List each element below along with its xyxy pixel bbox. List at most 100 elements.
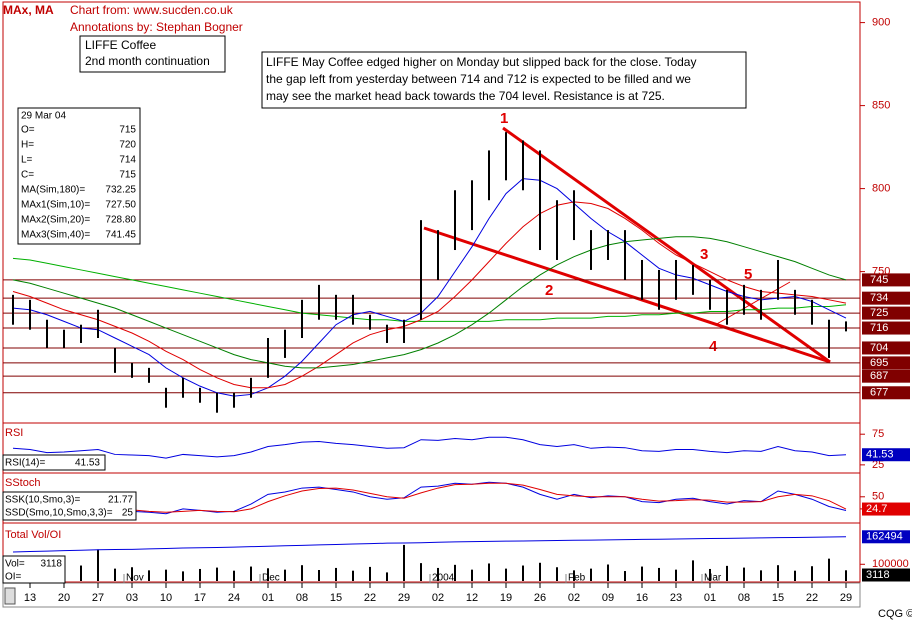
volume-bar <box>182 571 184 581</box>
wave-marker: 1 <box>500 110 508 127</box>
info-value: 715 <box>119 125 136 136</box>
volume-bar <box>743 567 745 581</box>
series-line <box>12 178 847 397</box>
volume-bar <box>233 570 235 581</box>
volume-bar <box>692 560 694 581</box>
panel-title: SStoch <box>5 477 40 489</box>
series-line <box>12 236 847 369</box>
y-tick-label: 850 <box>872 100 890 112</box>
x-tick-label: 26 <box>534 592 546 604</box>
x-tick-label: 29 <box>398 592 410 604</box>
legend-label: RSI(14)= <box>5 458 45 469</box>
level-box <box>862 369 910 383</box>
x-tick-label: 23 <box>670 592 682 604</box>
volume-bar <box>97 549 99 581</box>
volume-bar <box>131 567 133 581</box>
volume-bar <box>624 571 626 581</box>
volume-bar <box>301 565 303 581</box>
volume-bar <box>318 570 320 581</box>
instrument: LIFFE Coffee <box>85 38 156 52</box>
info-label: C= <box>21 170 34 181</box>
x-tick-label: 03 <box>126 592 138 604</box>
volume-bar <box>199 568 201 581</box>
y-tick-label: 800 <box>872 183 890 195</box>
legend-box <box>2 555 66 584</box>
legend-box <box>2 454 106 471</box>
month-label: 2004 <box>432 573 455 584</box>
level-box <box>862 306 910 320</box>
level-label: 687 <box>870 370 888 382</box>
x-tick-label: 08 <box>738 592 750 604</box>
value-box <box>862 448 910 462</box>
legend-label: Vol= <box>5 559 25 570</box>
volume-bar <box>590 568 592 581</box>
comment-line: may see the market head back towards the… <box>266 89 665 103</box>
x-tick-label: 02 <box>568 592 580 604</box>
value-box <box>862 530 910 544</box>
instrument-note: 2nd month continuation <box>85 54 210 68</box>
series-line <box>12 201 847 389</box>
comment-line: LIFFE May Coffee edged higher on Monday … <box>266 55 696 69</box>
y-tick-label: 25 <box>872 459 884 471</box>
value-box <box>862 502 910 516</box>
x-tick-label: 13 <box>24 592 36 604</box>
month-label: Mar <box>704 573 722 584</box>
x-tick-label: 10 <box>160 592 172 604</box>
volume-bar <box>80 565 82 581</box>
level-box <box>862 356 910 370</box>
wave-marker: 4 <box>709 338 718 355</box>
x-tick-label: 01 <box>262 592 274 604</box>
legend-label: OI= <box>5 572 22 583</box>
volume-bar <box>828 558 830 581</box>
volume-bar <box>607 564 609 581</box>
x-tick-label: 20 <box>58 592 70 604</box>
y-tick-label: 900 <box>872 17 890 29</box>
volume-bar <box>675 569 677 581</box>
legend-value: 727.50 <box>105 200 136 211</box>
x-tick-label: 19 <box>500 592 512 604</box>
legend-label: MAx3(Sim,40)= <box>21 230 90 241</box>
wave-marker: 2 <box>545 282 553 299</box>
legend-label: MA(Sim,180)= <box>21 185 85 196</box>
volume-bar <box>709 568 711 581</box>
comment-box <box>261 51 747 109</box>
volume-bar <box>641 566 643 581</box>
x-tick-label: 22 <box>806 592 818 604</box>
x-tick-label: 27 <box>92 592 104 604</box>
level-label: 695 <box>870 357 888 369</box>
volume-bar <box>369 566 371 581</box>
level-label: 677 <box>870 387 888 399</box>
value-box-label: 3118 <box>866 569 890 581</box>
month-label: Nov <box>126 573 144 584</box>
trend-line <box>423 226 831 364</box>
wave-marker: 3 <box>700 246 708 263</box>
trend-line <box>502 126 831 364</box>
volume-bar <box>471 569 473 581</box>
volume-bar <box>420 563 422 581</box>
volume-bar <box>794 570 796 581</box>
legend-box <box>2 491 137 521</box>
volume-bar <box>811 566 813 581</box>
x-tick-label: 08 <box>296 592 308 604</box>
x-tick-label: 12 <box>466 592 478 604</box>
x-axis-strip <box>2 582 861 608</box>
scrollbar[interactable] <box>4 587 16 605</box>
level-box <box>862 273 910 287</box>
info-box <box>17 107 141 245</box>
legend-label: MAx2(Sim,20)= <box>21 215 90 226</box>
legend-value: 25 <box>122 508 134 519</box>
y-tick-label: 100000 <box>872 558 909 570</box>
legend-label: SSD(Smo,10,Smo,3,3)= <box>5 508 113 519</box>
x-tick-label: 29 <box>840 592 852 604</box>
series-line <box>12 482 847 513</box>
x-tick-label: 02 <box>432 592 444 604</box>
volume-bar <box>216 567 218 581</box>
value-box-label: 41.53 <box>866 449 894 461</box>
series-line <box>12 257 847 322</box>
value-box-label: 162494 <box>866 531 903 543</box>
volume-bar <box>845 570 847 581</box>
volume-bar <box>165 569 167 581</box>
volume-bar <box>556 567 558 581</box>
volume-bar <box>760 570 762 581</box>
